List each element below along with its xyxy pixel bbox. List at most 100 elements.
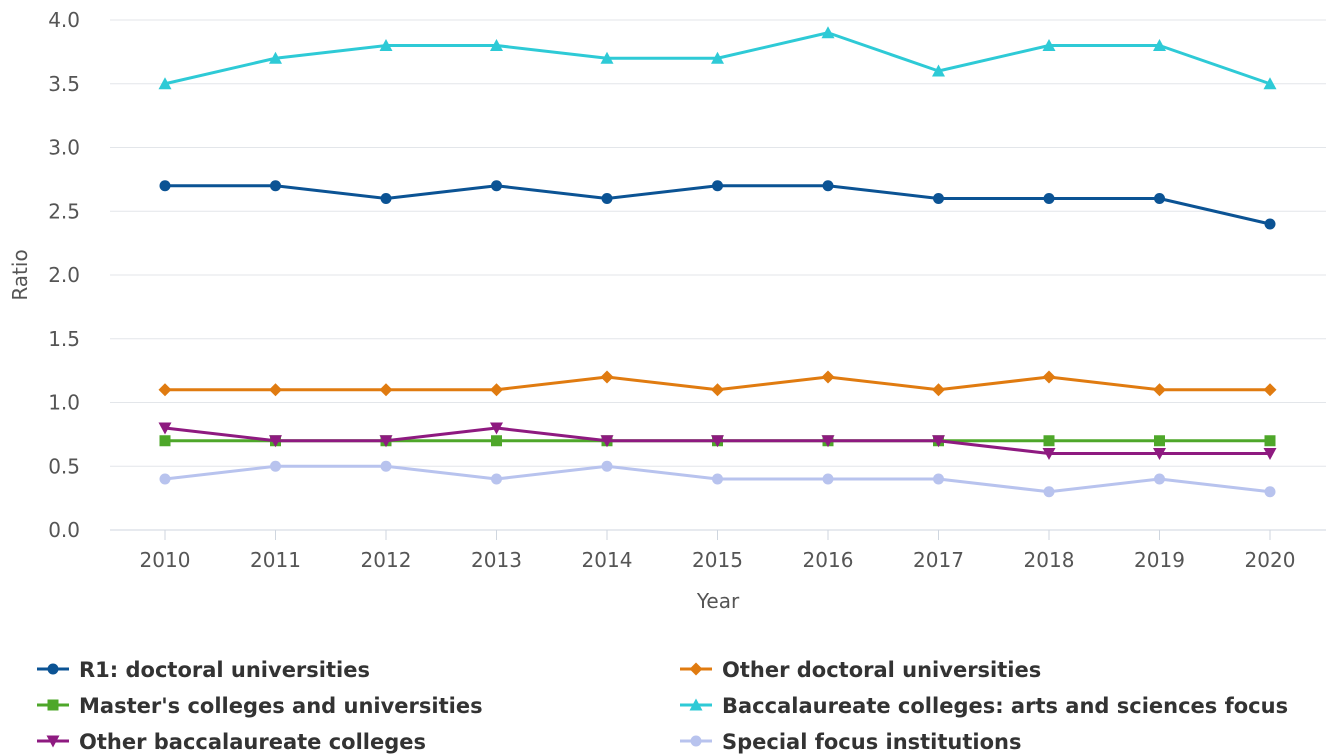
legend-item[interactable]: Master's colleges and universities bbox=[37, 694, 483, 718]
y-tick-label: 0.5 bbox=[48, 454, 80, 478]
legend-label: Master's colleges and universities bbox=[79, 694, 483, 718]
legend-label: Other baccalaureate colleges bbox=[79, 730, 426, 754]
data-point bbox=[601, 193, 613, 204]
y-axis-ticks: 0.0 0.5 1.0 1.5 2.0 2.5 3.0 3.5 4.0 bbox=[48, 8, 80, 542]
legend-item[interactable]: Baccalaureate colleges: arts and science… bbox=[680, 694, 1288, 718]
x-tick-label: 2015 bbox=[692, 548, 743, 572]
legend-marker bbox=[689, 662, 703, 676]
data-point bbox=[1154, 193, 1165, 204]
data-point bbox=[1264, 486, 1276, 498]
y-tick-label: 3.5 bbox=[48, 72, 80, 96]
data-point bbox=[379, 39, 393, 51]
legend-item[interactable]: Special focus institutions bbox=[680, 730, 1022, 754]
data-point bbox=[158, 77, 172, 90]
data-point bbox=[822, 180, 834, 192]
data-point bbox=[1154, 473, 1165, 485]
data-point bbox=[1153, 39, 1166, 51]
legend-label: Special focus institutions bbox=[722, 730, 1022, 754]
data-point bbox=[491, 435, 502, 447]
data-point bbox=[821, 26, 835, 39]
data-point bbox=[600, 435, 614, 448]
data-point bbox=[601, 460, 613, 472]
data-point bbox=[1264, 435, 1276, 447]
data-point bbox=[711, 435, 724, 448]
data-point bbox=[1153, 448, 1166, 460]
data-point bbox=[600, 51, 614, 64]
data-point bbox=[933, 193, 944, 204]
data-point bbox=[159, 473, 171, 485]
y-tick-label: 2.0 bbox=[48, 263, 80, 287]
data-point bbox=[269, 383, 282, 397]
data-point bbox=[270, 180, 281, 192]
series-1 bbox=[158, 370, 1277, 397]
legend-label: Baccalaureate colleges: arts and science… bbox=[722, 694, 1288, 718]
data-point bbox=[1154, 435, 1165, 447]
legend-label: Other doctoral universities bbox=[722, 658, 1041, 682]
x-tick-label: 2018 bbox=[1024, 548, 1075, 572]
data-point bbox=[821, 435, 835, 448]
data-point bbox=[1263, 77, 1277, 90]
data-point bbox=[159, 435, 171, 447]
data-point bbox=[379, 383, 393, 397]
data-point bbox=[1043, 193, 1055, 204]
data-point bbox=[158, 422, 172, 435]
data-point bbox=[712, 473, 723, 485]
legend-marker bbox=[46, 735, 60, 748]
legend-marker bbox=[47, 663, 59, 675]
data-point bbox=[1263, 383, 1277, 397]
data-point bbox=[1043, 486, 1055, 498]
y-tick-label: 3.0 bbox=[48, 136, 80, 160]
data-point bbox=[269, 51, 282, 64]
data-point bbox=[1042, 39, 1056, 51]
series-4 bbox=[158, 422, 1277, 460]
y-axis-title: Ratio bbox=[8, 249, 32, 300]
legend-marker bbox=[47, 699, 59, 711]
x-tick-label: 2010 bbox=[140, 548, 191, 572]
data-point bbox=[269, 435, 282, 448]
data-point bbox=[1263, 448, 1277, 460]
data-point bbox=[932, 383, 945, 397]
y-tick-label: 2.5 bbox=[48, 199, 80, 223]
data-point bbox=[712, 180, 723, 192]
data-point bbox=[270, 460, 281, 472]
data-point bbox=[1264, 218, 1276, 230]
data-point bbox=[159, 180, 171, 192]
data-point bbox=[1042, 370, 1056, 384]
data-point bbox=[1043, 435, 1055, 447]
data-point bbox=[490, 383, 503, 397]
series-line bbox=[165, 184, 1271, 226]
x-tick-label: 2017 bbox=[913, 548, 964, 572]
series-3 bbox=[158, 26, 1277, 90]
data-point bbox=[932, 64, 945, 77]
data-point bbox=[933, 473, 944, 485]
data-point bbox=[491, 180, 502, 192]
legend-marker bbox=[690, 735, 702, 747]
series-5 bbox=[159, 460, 1276, 498]
legend-item[interactable]: R1: doctoral universities bbox=[37, 658, 370, 682]
series-0 bbox=[159, 180, 1276, 230]
x-tick-label: 2012 bbox=[361, 548, 412, 572]
data-point bbox=[711, 51, 724, 64]
data-point bbox=[1153, 383, 1166, 397]
legend-item[interactable]: Other doctoral universities bbox=[680, 658, 1041, 682]
y-tick-label: 1.5 bbox=[48, 327, 80, 351]
x-axis-title: Year bbox=[696, 589, 740, 613]
data-point bbox=[822, 473, 834, 485]
data-point bbox=[490, 39, 503, 51]
data-point bbox=[379, 435, 393, 448]
y-tick-label: 1.0 bbox=[48, 391, 80, 415]
data-point bbox=[711, 383, 724, 397]
x-tick-label: 2014 bbox=[582, 548, 633, 572]
data-point bbox=[600, 370, 614, 384]
x-tick-label: 2011 bbox=[250, 548, 301, 572]
y-tick-label: 0.0 bbox=[48, 518, 80, 542]
data-point bbox=[932, 435, 945, 448]
legend[interactable]: R1: doctoral universities Other doctoral … bbox=[37, 658, 1288, 754]
legend-item[interactable]: Other baccalaureate colleges bbox=[37, 730, 426, 754]
x-tick-label: 2013 bbox=[471, 548, 522, 572]
data-point bbox=[158, 383, 172, 397]
legend-marker bbox=[689, 698, 703, 711]
data-point bbox=[491, 473, 502, 485]
data-point bbox=[821, 370, 835, 384]
